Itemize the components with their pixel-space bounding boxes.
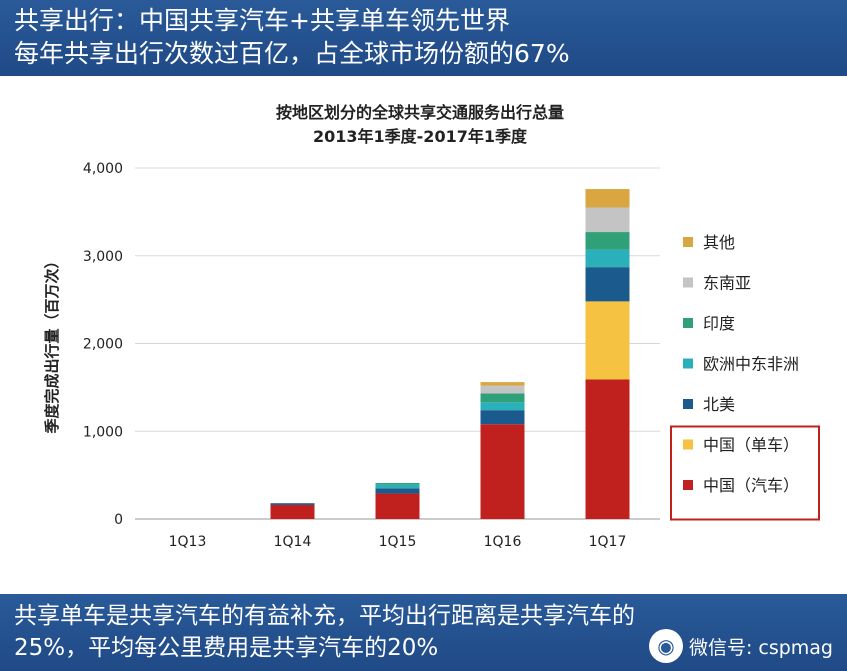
y-tick-label: 2,000 — [83, 337, 123, 353]
bar-segment — [585, 249, 630, 268]
legend-label: 其他 — [703, 233, 735, 252]
header-line-1: 共享出行：中国共享汽车+共享单车领先世界 — [14, 6, 510, 35]
bar-segment — [585, 267, 630, 302]
legend-swatch — [683, 480, 693, 490]
legend-label: 北美 — [703, 395, 735, 414]
bar-segment — [585, 207, 630, 233]
header-banner: 共享出行：中国共享汽车+共享单车领先世界 每年共享出行次数过百亿，占全球市场份额… — [0, 0, 847, 76]
bar-segment — [480, 385, 525, 394]
legend-label: 中国（汽车） — [703, 476, 799, 495]
y-tick-label: 1,000 — [83, 424, 123, 440]
bar-segment — [375, 484, 420, 489]
chart-title: 按地区划分的全球共享交通服务出行总量 — [276, 103, 564, 122]
bar-segment — [585, 379, 630, 519]
y-axis-label: 季度完成出行量（百万次） — [43, 253, 61, 433]
chart-subtitle: 2013年1季度-2017年1季度 — [313, 127, 528, 146]
legend-highlight-box — [670, 425, 820, 521]
legend-label: 印度 — [703, 314, 735, 333]
legend-swatch — [683, 318, 693, 328]
legend-swatch — [683, 237, 693, 247]
legend-label: 中国（单车） — [703, 436, 799, 455]
bar-segment — [270, 503, 315, 505]
bar-segment — [270, 504, 315, 519]
x-tick-label: 1Q17 — [589, 534, 627, 550]
x-tick-label: 1Q13 — [169, 534, 207, 550]
bar-segment — [480, 410, 525, 425]
bar-segment — [480, 402, 525, 411]
legend-label: 欧洲中东非洲 — [703, 355, 799, 374]
bar-segment — [375, 483, 420, 485]
header-line-2: 每年共享出行次数过百亿，占全球市场份额的67% — [14, 39, 570, 68]
footer-line-2: 25%，平均每公里费用是共享汽车的20% — [14, 635, 439, 661]
bar-segment — [480, 393, 525, 403]
bar-segment — [585, 189, 630, 208]
bar-segment — [585, 232, 630, 250]
footer-line-1: 共享单车是共享汽车的有益补充，平均出行距离是共享汽车的 — [14, 603, 635, 629]
y-tick-label: 4,000 — [83, 161, 123, 177]
bar-segment — [375, 488, 420, 494]
bar-segment — [480, 382, 525, 386]
wechat-icon: ◉ — [648, 629, 683, 663]
watermark: ◉ 微信号: cspmag — [648, 629, 833, 663]
x-tick-label: 1Q16 — [484, 534, 522, 550]
legend-swatch — [683, 439, 693, 450]
bar-segment — [480, 424, 525, 519]
bar-segment — [375, 493, 420, 519]
x-tick-label: 1Q15 — [379, 534, 417, 550]
y-tick-label: 3,000 — [83, 249, 123, 265]
stacked-bar-chart: 按地区划分的全球共享交通服务出行总量 2013年1季度-2017年1季度 0 1,00… — [43, 103, 820, 550]
legend-swatch — [683, 399, 693, 409]
footer-banner: 共享单车是共享汽车的有益补充，平均出行距离是共享汽车的 25%，平均每公里费用是… — [0, 594, 847, 671]
x-tick-label: 1Q14 — [274, 534, 312, 550]
watermark-text: 微信号: cspmag — [688, 636, 833, 659]
legend-swatch — [683, 277, 693, 288]
legend-swatch — [683, 358, 693, 369]
bar-segment — [585, 301, 630, 380]
y-tick-label: 0 — [114, 512, 123, 528]
legend-label: 东南亚 — [703, 274, 751, 293]
